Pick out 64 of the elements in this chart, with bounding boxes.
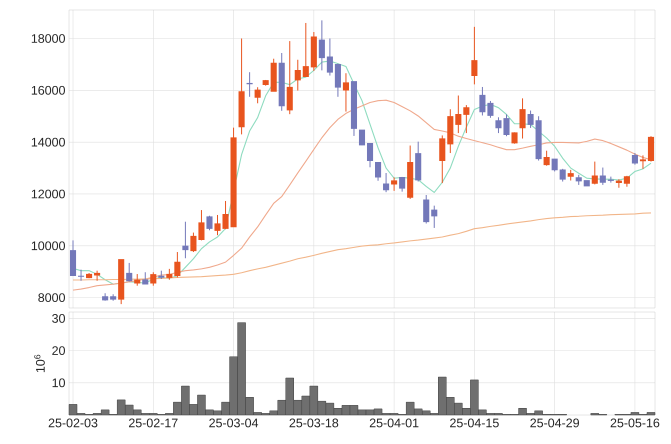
candlestick (342, 72, 349, 112)
candlestick (142, 272, 148, 285)
candlestick (126, 262, 132, 282)
candlestick (318, 20, 325, 71)
candlestick (334, 63, 341, 98)
x-tick-label: 25-02-03 (48, 418, 98, 428)
candlestick (544, 150, 550, 166)
candlestick (560, 168, 566, 182)
y-tick-label: 30 (52, 314, 65, 323)
candlestick (463, 104, 470, 134)
candlestick (648, 136, 654, 162)
candlestick (78, 269, 84, 282)
y-tick-label: 8000 (38, 293, 65, 302)
candlestick (134, 274, 140, 286)
candlestick (520, 98, 526, 140)
candlestick (528, 110, 534, 128)
candlestick (198, 210, 204, 241)
y-tick-label: 16000 (32, 86, 65, 95)
y-axis-title: 10$^{6}$ (34, 354, 45, 372)
y-tick-label: 20 (52, 346, 65, 356)
candlestick (326, 38, 333, 76)
candlestick (174, 252, 180, 278)
candlestick (455, 95, 462, 134)
candlestick (495, 116, 502, 134)
candlestick (568, 169, 574, 182)
candlestick (503, 114, 510, 137)
candlestick (383, 172, 390, 193)
x-tick-label: 25-04-29 (530, 418, 579, 428)
x-tick-label: 25-05-16 (610, 418, 660, 428)
candlestick (375, 162, 382, 182)
candlestick (214, 214, 221, 236)
candlestick (366, 142, 374, 168)
candlestick (190, 232, 196, 253)
y-tick-label: 14000 (32, 138, 65, 147)
candlestick (600, 167, 606, 186)
x-tick-label: 25-03-04 (209, 418, 258, 428)
candlestick (592, 161, 598, 185)
candlestick (471, 26, 478, 85)
y-tick-label: 10000 (32, 241, 65, 250)
candlestick (166, 268, 172, 280)
candlestick (254, 86, 261, 104)
candlestick (487, 100, 494, 118)
candlestick (358, 129, 366, 146)
candlestick (399, 176, 406, 192)
candlestick (302, 22, 309, 78)
x-tick-label: 25-04-01 (370, 418, 418, 428)
y-tick-label: 12000 (32, 190, 65, 198)
x-tick-label: 25-04-15 (450, 418, 499, 428)
candlestick (552, 158, 558, 172)
candlestick (94, 270, 100, 282)
candlestick (206, 215, 213, 231)
candlestick (294, 59, 301, 92)
candlestick (632, 152, 638, 166)
x-tick-label: 25-02-17 (128, 418, 178, 428)
y-tick-label: 18000 (32, 34, 65, 43)
candlestick (479, 86, 486, 116)
candlestick (150, 272, 156, 286)
candlestick (286, 40, 293, 115)
candlestick (222, 200, 229, 230)
y-tick-label: 10 (52, 378, 65, 388)
candlestick (391, 176, 398, 192)
candlestick (182, 221, 188, 259)
candlestick (439, 134, 446, 184)
x-tick-label: 25-03-18 (290, 418, 338, 428)
